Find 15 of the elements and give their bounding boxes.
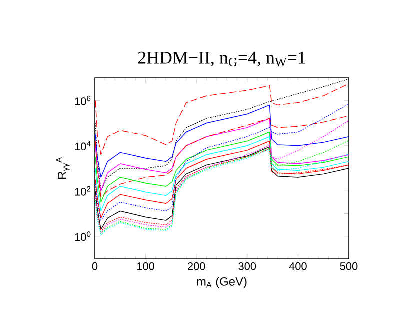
- x-tick-label: 400: [289, 262, 307, 270]
- y-tick-label: 10$^{6}$: [75, 96, 91, 106]
- x-tick-label: 500: [340, 262, 358, 270]
- line-series: [95, 104, 350, 221]
- y-tick-label: 10$^{0}$: [75, 232, 91, 242]
- line-series: [95, 84, 350, 156]
- chart-title: 2HDM−II, n$_{G}$=4, n$_{W}$=1: [138, 52, 306, 67]
- x-tick-label: 300: [238, 262, 256, 270]
- x-axis-title: m$_{A}$ (GeV): [197, 277, 247, 288]
- x-tick-label: 100: [137, 262, 154, 270]
- x-tick-label: 200: [188, 262, 206, 270]
- x-tick-label: 0: [92, 262, 98, 270]
- y-tick-label: 10$^{2}$: [75, 186, 91, 196]
- line-series: [95, 120, 350, 234]
- y-tick-label: 10$^{4}$: [75, 141, 91, 151]
